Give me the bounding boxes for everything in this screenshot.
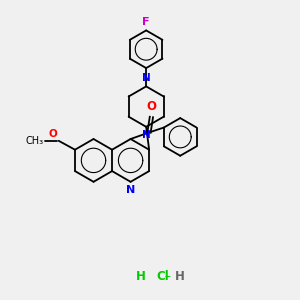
- Text: N: N: [126, 185, 136, 195]
- Text: O: O: [146, 100, 156, 113]
- Text: O: O: [49, 129, 58, 139]
- Text: H: H: [175, 270, 185, 283]
- Text: N: N: [142, 73, 151, 83]
- Text: Cl: Cl: [156, 270, 169, 283]
- Text: –: –: [165, 270, 171, 283]
- Text: H: H: [136, 270, 146, 283]
- Text: CH₃: CH₃: [26, 136, 44, 146]
- Text: N: N: [142, 130, 151, 140]
- Text: F: F: [142, 17, 150, 27]
